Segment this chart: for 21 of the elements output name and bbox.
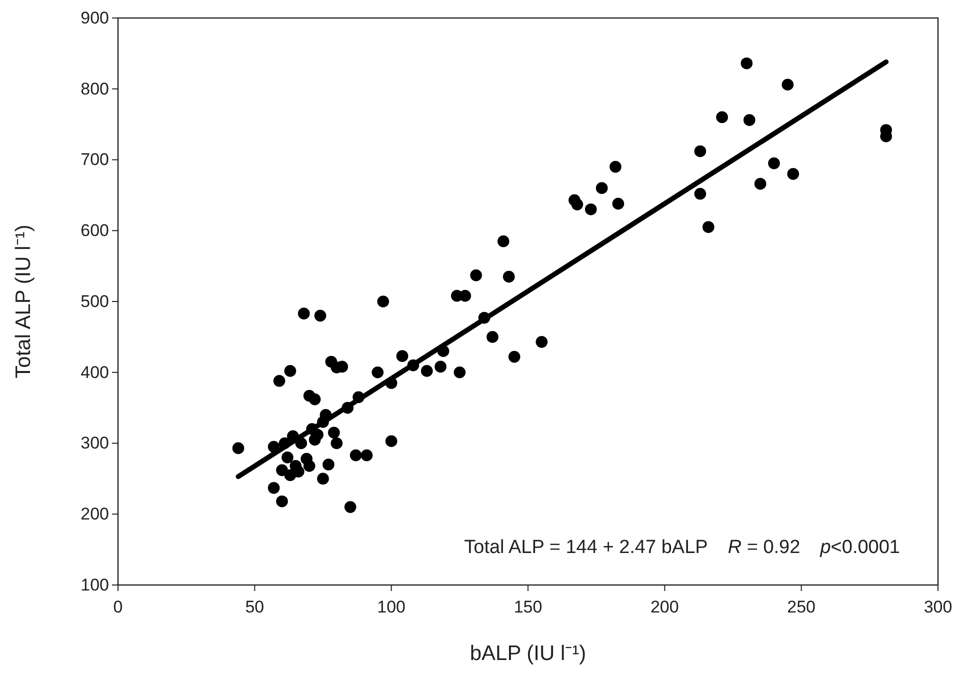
x-tick-label: 50: [245, 598, 264, 617]
y-tick-label: 500: [80, 292, 109, 311]
x-tick-label: 150: [514, 598, 542, 617]
y-tick-label: 600: [80, 221, 109, 240]
y-tick-label: 800: [80, 79, 109, 98]
y-tick-label: 300: [80, 434, 109, 453]
x-tick-label: 250: [787, 598, 816, 617]
annotation: R = 0.92: [728, 537, 800, 558]
y-tick-label: 100: [80, 575, 109, 594]
x-tick-label: 100: [377, 598, 406, 617]
y-axis-title: Total ALP (IU l⁻¹): [12, 224, 35, 378]
x-axis-title: bALP (IU l⁻¹): [470, 642, 586, 665]
x-tick-label: 300: [924, 598, 952, 617]
y-tick-label: 700: [80, 150, 109, 170]
annotation: Total ALP = 144 + 2.47 bALP: [464, 537, 708, 558]
annotation: p<0.0001: [819, 537, 900, 558]
y-tick-label: 900: [80, 8, 109, 28]
x-tick-label: 200: [650, 598, 679, 617]
y-tick-label: 200: [80, 504, 109, 524]
x-tick-label: 0: [113, 598, 123, 617]
y-tick-label: 400: [80, 362, 109, 382]
